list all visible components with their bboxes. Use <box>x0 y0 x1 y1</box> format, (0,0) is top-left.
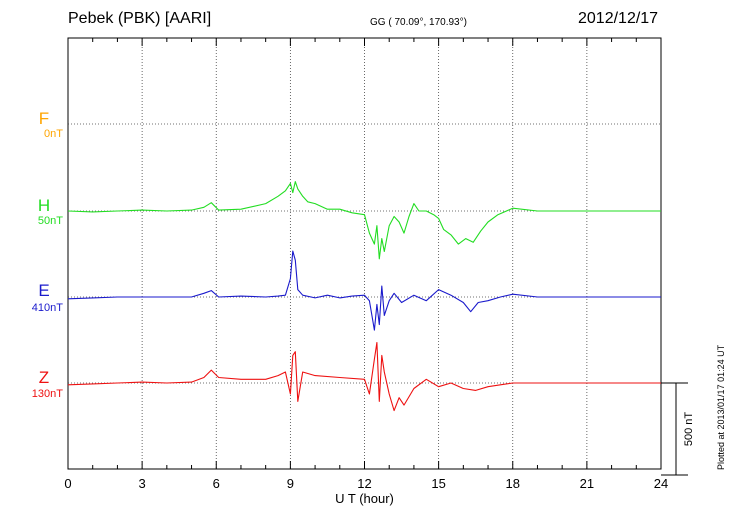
series-offset-f: 0nT <box>44 128 63 140</box>
x-tick-label: 12 <box>357 476 371 491</box>
series-offset-e: 410nT <box>32 302 63 314</box>
plotted-timestamp: Plotted at 2013/01/17 01:24 UT <box>716 344 726 470</box>
geo-coordinates: GG ( 70.09°, 170.93°) <box>370 17 467 28</box>
x-tick-label: 15 <box>431 476 445 491</box>
series-name-z: Z <box>39 368 49 387</box>
x-tick-label: 24 <box>654 476 668 491</box>
series-offset-h: 50nT <box>38 215 63 227</box>
x-axis-label: U T (hour) <box>335 491 394 506</box>
x-tick-label: 21 <box>580 476 594 491</box>
series-name-f: F <box>39 109 49 128</box>
date-label: 2012/12/17 <box>578 10 659 27</box>
scale-bar-label: 500 nT <box>683 412 695 447</box>
series-line-z <box>67 341 661 412</box>
series-line-h <box>67 181 661 260</box>
x-tick-label: 9 <box>287 476 294 491</box>
station-title: Pebek (PBK) [AARI] <box>68 10 212 27</box>
series-offset-z: 130nT <box>32 388 63 400</box>
series-name-h: H <box>38 196 50 215</box>
series-line-e <box>67 250 661 331</box>
x-tick-label: 0 <box>64 476 71 491</box>
series-name-e: E <box>38 281 49 300</box>
x-tick-label: 18 <box>506 476 520 491</box>
x-tick-label: 6 <box>213 476 220 491</box>
x-tick-label: 3 <box>139 476 146 491</box>
